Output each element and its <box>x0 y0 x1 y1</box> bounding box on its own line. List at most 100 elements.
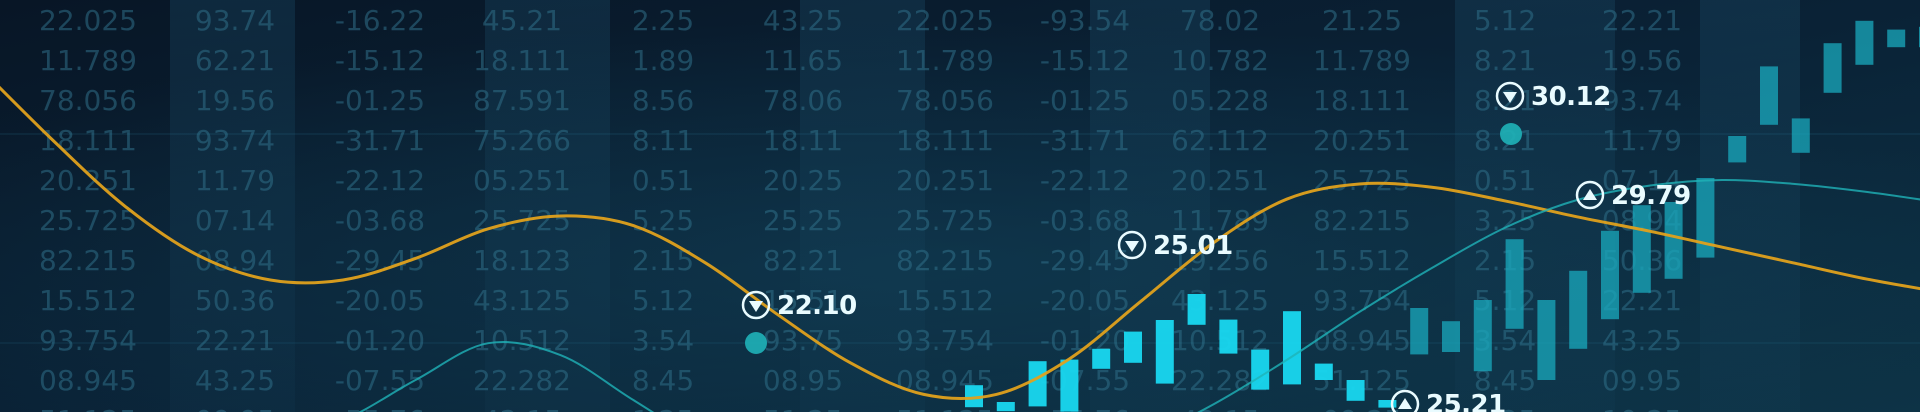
candle <box>1442 321 1460 352</box>
background-number: -01.25 <box>335 84 425 117</box>
background-number: -93.54 <box>1040 4 1130 37</box>
annotation-circle-icon <box>1495 81 1525 111</box>
background-number: -03.68 <box>1040 204 1130 237</box>
background-number: 87.591 <box>473 84 571 117</box>
annotation-value: 22.10 <box>777 291 857 321</box>
background-number: -31.71 <box>1040 124 1130 157</box>
background-number: 11.789 <box>39 44 137 77</box>
background-number: -29.45 <box>1040 244 1130 277</box>
background-number: 8.21 <box>1474 44 1536 77</box>
background-number: 05.228 <box>1171 84 1269 117</box>
background-number: 93.754 <box>896 324 994 357</box>
background-number: 21.25 <box>1322 4 1402 37</box>
background-number: 11.65 <box>763 44 843 77</box>
background-number: 11.789 <box>1313 44 1411 77</box>
background-number: 22.282 <box>473 364 571 397</box>
background-number: 18.111 <box>1313 84 1411 117</box>
background-number: 8.11 <box>632 124 694 157</box>
candle <box>1028 361 1047 407</box>
background-number: 0.51 <box>1474 164 1536 197</box>
price-annotation: 29.79 <box>1575 180 1691 211</box>
background-number: 20.251 <box>1313 124 1411 157</box>
background-number: 10.25 <box>1602 404 1682 412</box>
candle <box>1760 66 1778 125</box>
background-number: 22.21 <box>195 324 275 357</box>
candle <box>1537 300 1556 380</box>
candle <box>996 402 1015 412</box>
background-number: 09.25 <box>1322 404 1402 412</box>
candle <box>1791 118 1810 153</box>
candle <box>1601 230 1619 320</box>
price-annotations: 22.10 25.01 30.12 29.79 25.21 <box>741 81 1691 412</box>
background-number: 8.45 <box>632 364 694 397</box>
background-number: 18.111 <box>39 124 137 157</box>
candle <box>1410 308 1429 355</box>
price-annotation: 22.10 <box>741 290 857 321</box>
background-number: 62.112 <box>1171 124 1269 157</box>
background-number: 93.74 <box>195 124 275 157</box>
candle <box>965 385 983 408</box>
candle <box>1283 311 1301 385</box>
background-number: 43.125 <box>473 284 571 317</box>
candle <box>1473 300 1492 372</box>
background-number: 78.056 <box>896 84 994 117</box>
background-number: 08.945 <box>39 364 137 397</box>
background-number: 62.21 <box>195 44 275 77</box>
background-number: 42.15 <box>1180 404 1260 412</box>
candle <box>1632 205 1651 293</box>
data-point-dot <box>745 332 767 354</box>
candle <box>1664 202 1683 279</box>
background-number: 25.25 <box>763 204 843 237</box>
background-number: 15.51 <box>763 284 843 317</box>
background-number: -20.05 <box>1040 284 1130 317</box>
candle <box>1887 29 1906 48</box>
background-number: 08.945 <box>1313 324 1411 357</box>
background-number: -55.76 <box>1040 404 1130 412</box>
background-number: 8.56 <box>632 84 694 117</box>
background-number: 1.25 <box>1474 404 1536 412</box>
background-number: 18.123 <box>473 244 571 277</box>
background-number: 2.25 <box>632 4 694 37</box>
background-number: 15.512 <box>896 284 994 317</box>
background-number: 19.56 <box>1602 44 1682 77</box>
candle <box>1219 319 1238 354</box>
background-number: 25.725 <box>1313 164 1411 197</box>
price-annotation: 25.01 <box>1117 230 1233 261</box>
background-number: -15.12 <box>335 44 425 77</box>
background-number: 51.25 <box>763 404 843 412</box>
background-number: 11.789 <box>1171 204 1269 237</box>
price-annotation: 25.21 <box>1390 389 1506 412</box>
background-number: 82.215 <box>1313 204 1411 237</box>
background-number: 18.111 <box>473 44 571 77</box>
annotation-circle-icon <box>1117 230 1147 260</box>
background-number: 82.21 <box>763 244 843 277</box>
background-number: 08.95 <box>763 364 843 397</box>
annotation-circle-icon <box>1390 389 1420 412</box>
background-number: 11.789 <box>896 44 994 77</box>
background-number: 22.025 <box>896 4 994 37</box>
annotation-value: 25.01 <box>1153 231 1233 261</box>
background-number: 78.06 <box>763 84 843 117</box>
background-number: 05.251 <box>473 164 571 197</box>
candle <box>1060 359 1079 412</box>
candle <box>1251 349 1270 390</box>
background-number: -15.12 <box>1040 44 1130 77</box>
triangle-up-icon <box>1398 398 1412 409</box>
background-number: 07.14 <box>195 204 275 237</box>
candle <box>1728 136 1747 163</box>
background-number: 15.512 <box>39 284 137 317</box>
background-number: 10.512 <box>473 324 571 357</box>
candle <box>1505 239 1524 329</box>
background-number: 43.25 <box>1602 324 1682 357</box>
background-number: -20.05 <box>335 284 425 317</box>
background-number: 19.56 <box>195 84 275 117</box>
annotation-value: 29.79 <box>1611 181 1691 211</box>
background-number: 82.215 <box>896 244 994 277</box>
background-number: 20.251 <box>896 164 994 197</box>
background-number-grid: 22.025 11.789 78.056 18.111 20.251 25.725 82.2… <box>39 4 1682 412</box>
annotation-circle-icon <box>741 290 771 320</box>
triangle-down-icon <box>1125 241 1139 252</box>
trend-lines <box>0 85 1920 412</box>
background-number: -03.68 <box>335 204 425 237</box>
